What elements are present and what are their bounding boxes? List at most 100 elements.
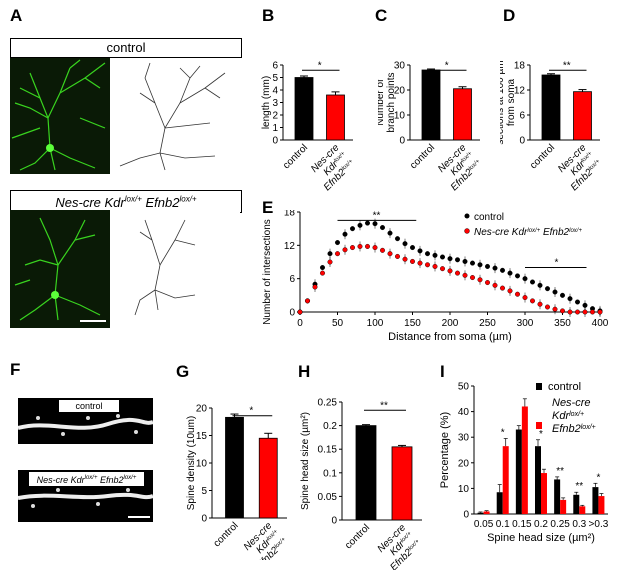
bar-mutant: [502, 446, 509, 514]
bar-control: [421, 69, 441, 141]
x-tick-label: 150: [404, 318, 421, 329]
bar-mutant: [560, 499, 567, 514]
legend-label-control: control: [548, 381, 581, 393]
data-point-control: [499, 267, 505, 273]
x-tick-label: 350: [554, 318, 571, 329]
tick-label-control: control: [343, 522, 372, 551]
data-point-control: [582, 302, 588, 308]
y-tick-label: 30: [394, 61, 406, 72]
bar-mutant: [573, 91, 592, 141]
control-neuron-tracing: [110, 58, 240, 174]
y-tick-label: 0: [272, 136, 278, 147]
data-point-control: [357, 222, 363, 228]
data-point-mutant: [305, 298, 311, 304]
y-tick-label: 6: [289, 274, 295, 285]
y-tick-label: 12: [284, 241, 296, 252]
data-point-mutant: [320, 270, 326, 276]
significance-marker: **: [373, 210, 381, 221]
chart-c: 0 10 20 30 * controlNes-creKdrlox/+Efnb2lox/+…: [378, 60, 482, 193]
data-point-mutant: [424, 262, 430, 268]
bar-control: [496, 492, 503, 514]
data-point-mutant: [327, 259, 333, 265]
bar-control: [225, 416, 244, 519]
y-axis-label: Number of intersections: [262, 219, 273, 325]
data-point-control: [334, 240, 340, 246]
data-point-mutant: [312, 284, 318, 290]
x-tick-label: 0.2: [534, 519, 548, 530]
y-tick-label: 0: [289, 308, 295, 319]
bar-mutant: [326, 94, 345, 141]
panel-label-c: C: [375, 6, 388, 25]
y-tick-label: 4: [272, 86, 278, 97]
y-tick-label: 10: [458, 484, 470, 495]
y-tick-label: 6: [272, 61, 278, 72]
data-point-mutant: [477, 277, 483, 283]
y-tick-label: 0.15: [318, 445, 338, 456]
bar-mutant: [453, 88, 472, 141]
tick-label-mutant: Nes-creKdrlox/+Efnb2lox/+: [239, 520, 290, 560]
y-tick-label: 3: [272, 98, 278, 109]
legend-label-mutant: Nes-cre Kdrlox/+ Efnb2lox/+: [552, 397, 596, 435]
data-point-control: [522, 276, 528, 282]
panel-label-e: E: [262, 198, 274, 217]
y-tick-label: 0: [331, 516, 337, 527]
data-point-mutant: [469, 275, 475, 281]
data-point-mutant: [552, 306, 558, 312]
data-point-control: [379, 225, 385, 231]
data-point-mutant: [567, 309, 573, 315]
data-point-mutant: [364, 243, 370, 249]
data-point-control: [349, 226, 355, 232]
y-axis-label: Number ofbranch points: [378, 72, 397, 132]
data-point-control: [537, 282, 543, 288]
x-tick-label: 0.1: [496, 519, 510, 530]
y-tick-label: 40: [458, 407, 470, 418]
data-point-control: [402, 241, 408, 247]
mutant-neuron-micrograph: [10, 210, 110, 328]
data-point-control: [454, 257, 460, 263]
y-tick-label: 0: [519, 136, 525, 147]
mutant-image-label: Nes-cre Kdrlox/+ Efnb2lox/+: [10, 190, 242, 214]
chart-d: 0 6 12 18 ** controlNes-creKdrlox/+Efnb2lox/+…: [500, 60, 604, 193]
x-axis-label: Distance from soma (µm): [388, 331, 512, 343]
tick-label-mutant: Nes-creKdrlox/+Efnb2lox/+: [553, 142, 604, 193]
panel-label-d: D: [503, 6, 516, 25]
significance-marker: **: [563, 60, 571, 71]
y-tick-label: 0.25: [318, 398, 338, 409]
data-point-mutant: [560, 308, 566, 314]
y-tick-label: 6: [519, 111, 525, 122]
data-point-mutant: [514, 291, 520, 297]
chart-h: 0 0.05 0.1 0.15 0.2 0.25 ** control Nes-creKdrlo…: [300, 398, 422, 570]
y-axis-label: Total dendriticlength (mm): [258, 72, 272, 134]
data-point-mutant: [462, 272, 468, 278]
data-point-control: [424, 251, 430, 257]
data-point-mutant: [447, 268, 453, 274]
data-point-control: [484, 263, 490, 269]
bar-mutant: [258, 437, 278, 519]
data-point-mutant: [349, 245, 355, 251]
panel-label-g: G: [176, 362, 190, 381]
y-tick-label: 0.2: [323, 421, 337, 432]
x-tick-label: 0.25: [550, 519, 570, 530]
data-point-control: [387, 230, 393, 236]
data-point-control: [320, 265, 326, 271]
y-tick-label: 5: [201, 486, 207, 497]
significance-marker: *: [445, 60, 449, 71]
data-point-mutant: [454, 270, 460, 276]
data-point-mutant: [409, 258, 415, 264]
x-tick-label: 100: [367, 318, 384, 329]
legend-marker-control: [464, 213, 470, 219]
data-point-mutant: [372, 245, 378, 251]
data-point-mutant: [394, 253, 400, 259]
data-point-control: [469, 260, 475, 266]
x-tick-label: 0: [297, 318, 303, 329]
data-point-mutant: [484, 280, 490, 286]
data-point-control: [530, 279, 536, 285]
y-tick-label: 5: [272, 73, 278, 84]
data-point-mutant: [297, 309, 303, 315]
x-tick-label: 400: [592, 318, 609, 329]
legend-label-control: control: [474, 212, 504, 223]
data-point-mutant: [357, 243, 363, 249]
tick-label-control: control: [408, 142, 437, 171]
tick-label-mutant: Nes-creKdrlox/+Efnb2lox/+: [306, 142, 357, 193]
significance-marker: *: [501, 427, 505, 438]
